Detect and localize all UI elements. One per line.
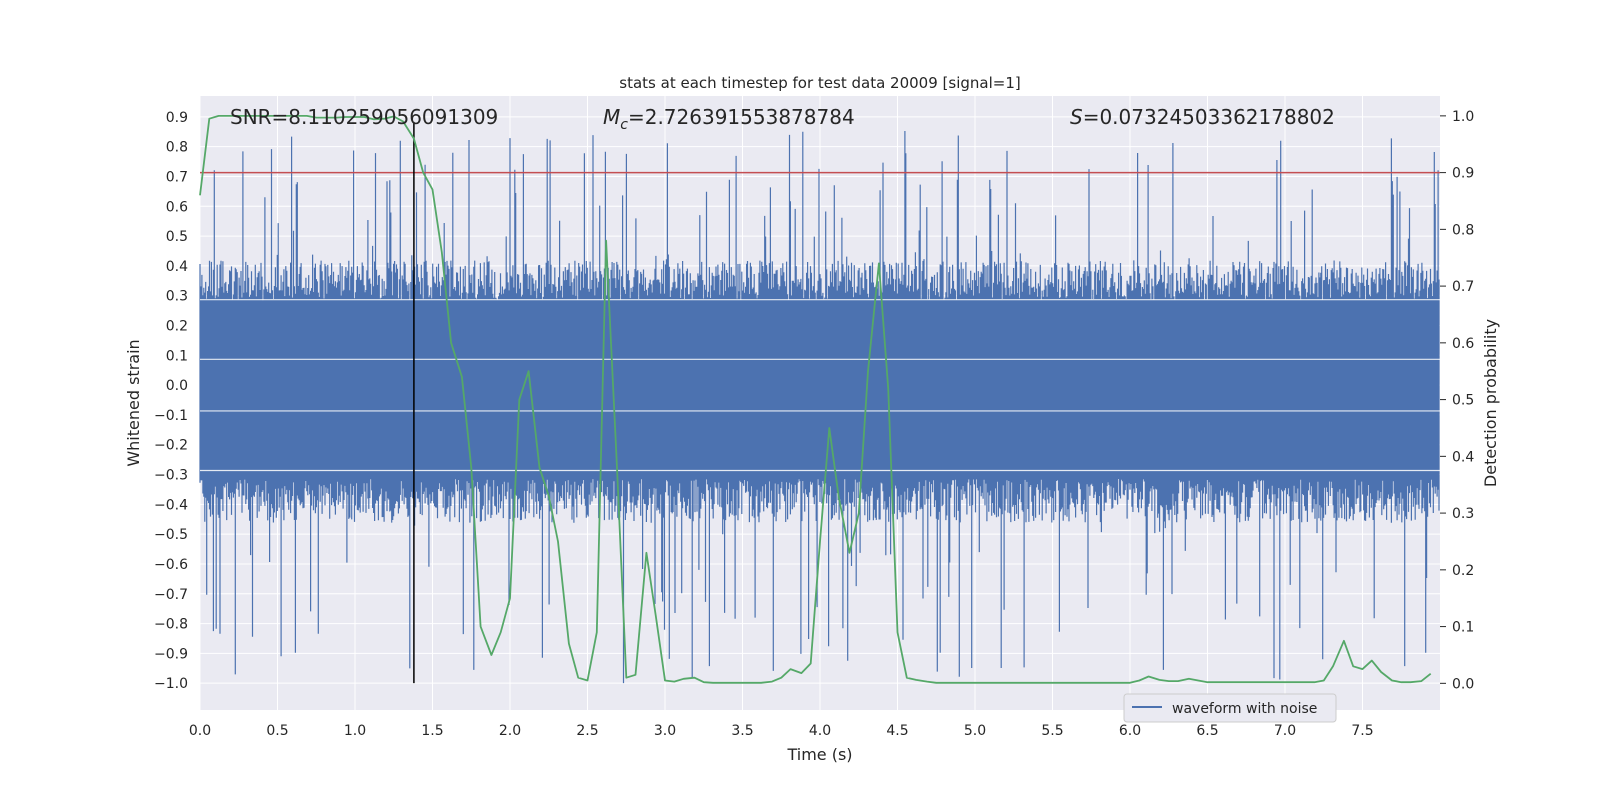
- y-left-tick-label: 0.7: [166, 169, 188, 185]
- x-tick-label: 4.5: [886, 723, 908, 739]
- x-tick-label: 6.0: [1119, 723, 1141, 739]
- probability-line: [199, 115, 1432, 684]
- s-value: =0.07324503362178802: [1083, 105, 1335, 129]
- x-tick-labels: 0.0 0.5 1.0 1.5 2.0 2.5 3.0 3.5 4.0 4.5 5.0 5.5 6.0 6…: [189, 723, 1374, 739]
- chirp-mass-annotation: Mc=2.726391553878784: [603, 105, 855, 133]
- y-right-tick-label: 0.7: [1452, 279, 1474, 295]
- s-annotation: S=0.07324503362178802: [1070, 105, 1335, 129]
- x-tick-label: 0.5: [266, 723, 288, 739]
- s-symbol: S: [1070, 105, 1083, 129]
- y-right-tick-label: 0.0: [1452, 676, 1474, 692]
- y-left-tick-label: 0.2: [166, 319, 188, 335]
- y-left-tick-label: −0.6: [154, 557, 188, 573]
- y-left-tick-label: 0.6: [166, 199, 188, 215]
- y-right-tick-label: 0.9: [1452, 166, 1474, 182]
- x-tick-label: 2.5: [576, 723, 598, 739]
- chart-title: stats at each timestep for test data 200…: [619, 74, 1020, 92]
- legend-box: [1123, 693, 1337, 723]
- x-tick-label: 3.0: [654, 723, 676, 739]
- x-tick-label: 4.0: [809, 723, 831, 739]
- y-left-tick-label: −0.9: [154, 646, 188, 662]
- x-tick-label: 7.0: [1274, 723, 1296, 739]
- snr-annotation: SNR=8.110259056091309: [230, 105, 498, 129]
- y-right-tick-labels: 1.0 0.9 0.8 0.7 0.6 0.5 0.4 0.3 0.2 0.1 0.0: [1440, 109, 1474, 692]
- x-tick-label: 0.0: [189, 723, 211, 739]
- y-right-tick-label: 0.2: [1452, 563, 1474, 579]
- y-left-tick-label: 0.0: [166, 378, 188, 394]
- x-tick-label: 5.5: [1041, 723, 1063, 739]
- y-axis-right-label: Detection probability: [1481, 319, 1500, 487]
- y-left-tick-label: −0.1: [154, 408, 188, 424]
- y-left-tick-label: −0.8: [154, 617, 188, 633]
- legend-label: waveform with noise: [1172, 701, 1317, 717]
- y-right-tick-label: 0.5: [1452, 393, 1474, 409]
- overlays: [200, 121, 1440, 684]
- y-left-tick-label: 0.4: [166, 259, 188, 275]
- y-right-tick-label: 0.8: [1452, 222, 1474, 238]
- mc-symbol: M: [603, 105, 620, 129]
- y-left-tick-label: 0.5: [166, 229, 188, 245]
- legend: waveform with noise: [1123, 693, 1337, 723]
- y-left-tick-label: 0.9: [166, 110, 188, 126]
- x-tick-label: 2.0: [499, 723, 521, 739]
- y-left-tick-label: −0.5: [154, 527, 188, 543]
- x-tick-label: 1.0: [344, 723, 366, 739]
- y-left-tick-labels: 0.9 0.8 0.7 0.6 0.5 0.4 0.3 0.2 0.1 0.0 −0.1 −0.2 −0…: [154, 110, 188, 692]
- x-tick-label: 7.5: [1351, 723, 1373, 739]
- y-left-tick-label: −0.4: [154, 497, 188, 513]
- y-right-tick-label: 0.3: [1452, 506, 1474, 522]
- y-right-tick-label: 0.4: [1452, 449, 1474, 465]
- x-tick-label: 5.0: [964, 723, 986, 739]
- y-left-tick-label: 0.3: [166, 289, 188, 305]
- y-left-tick-label: −0.2: [154, 438, 188, 454]
- x-axis-label: Time (s): [786, 745, 852, 764]
- mc-subscript: c: [620, 117, 628, 133]
- x-tick-label: 3.5: [731, 723, 753, 739]
- y-left-tick-label: −1.0: [154, 676, 188, 692]
- mc-value: =2.726391553878784: [628, 105, 855, 129]
- y-right-tick-label: 0.1: [1452, 620, 1474, 636]
- y-left-tick-label: 0.1: [166, 348, 188, 364]
- x-tick-label: 6.5: [1196, 723, 1218, 739]
- y-left-tick-label: 0.8: [166, 140, 188, 156]
- x-tick-label: 1.5: [421, 723, 443, 739]
- y-right-tick-label: 0.6: [1452, 336, 1474, 352]
- y-left-tick-label: −0.7: [154, 587, 188, 603]
- y-right-tick-label: 1.0: [1452, 109, 1474, 125]
- probability-series: [199, 115, 1432, 684]
- y-left-tick-label: −0.3: [154, 468, 188, 484]
- y-axis-left-label: Whitened strain: [124, 339, 143, 466]
